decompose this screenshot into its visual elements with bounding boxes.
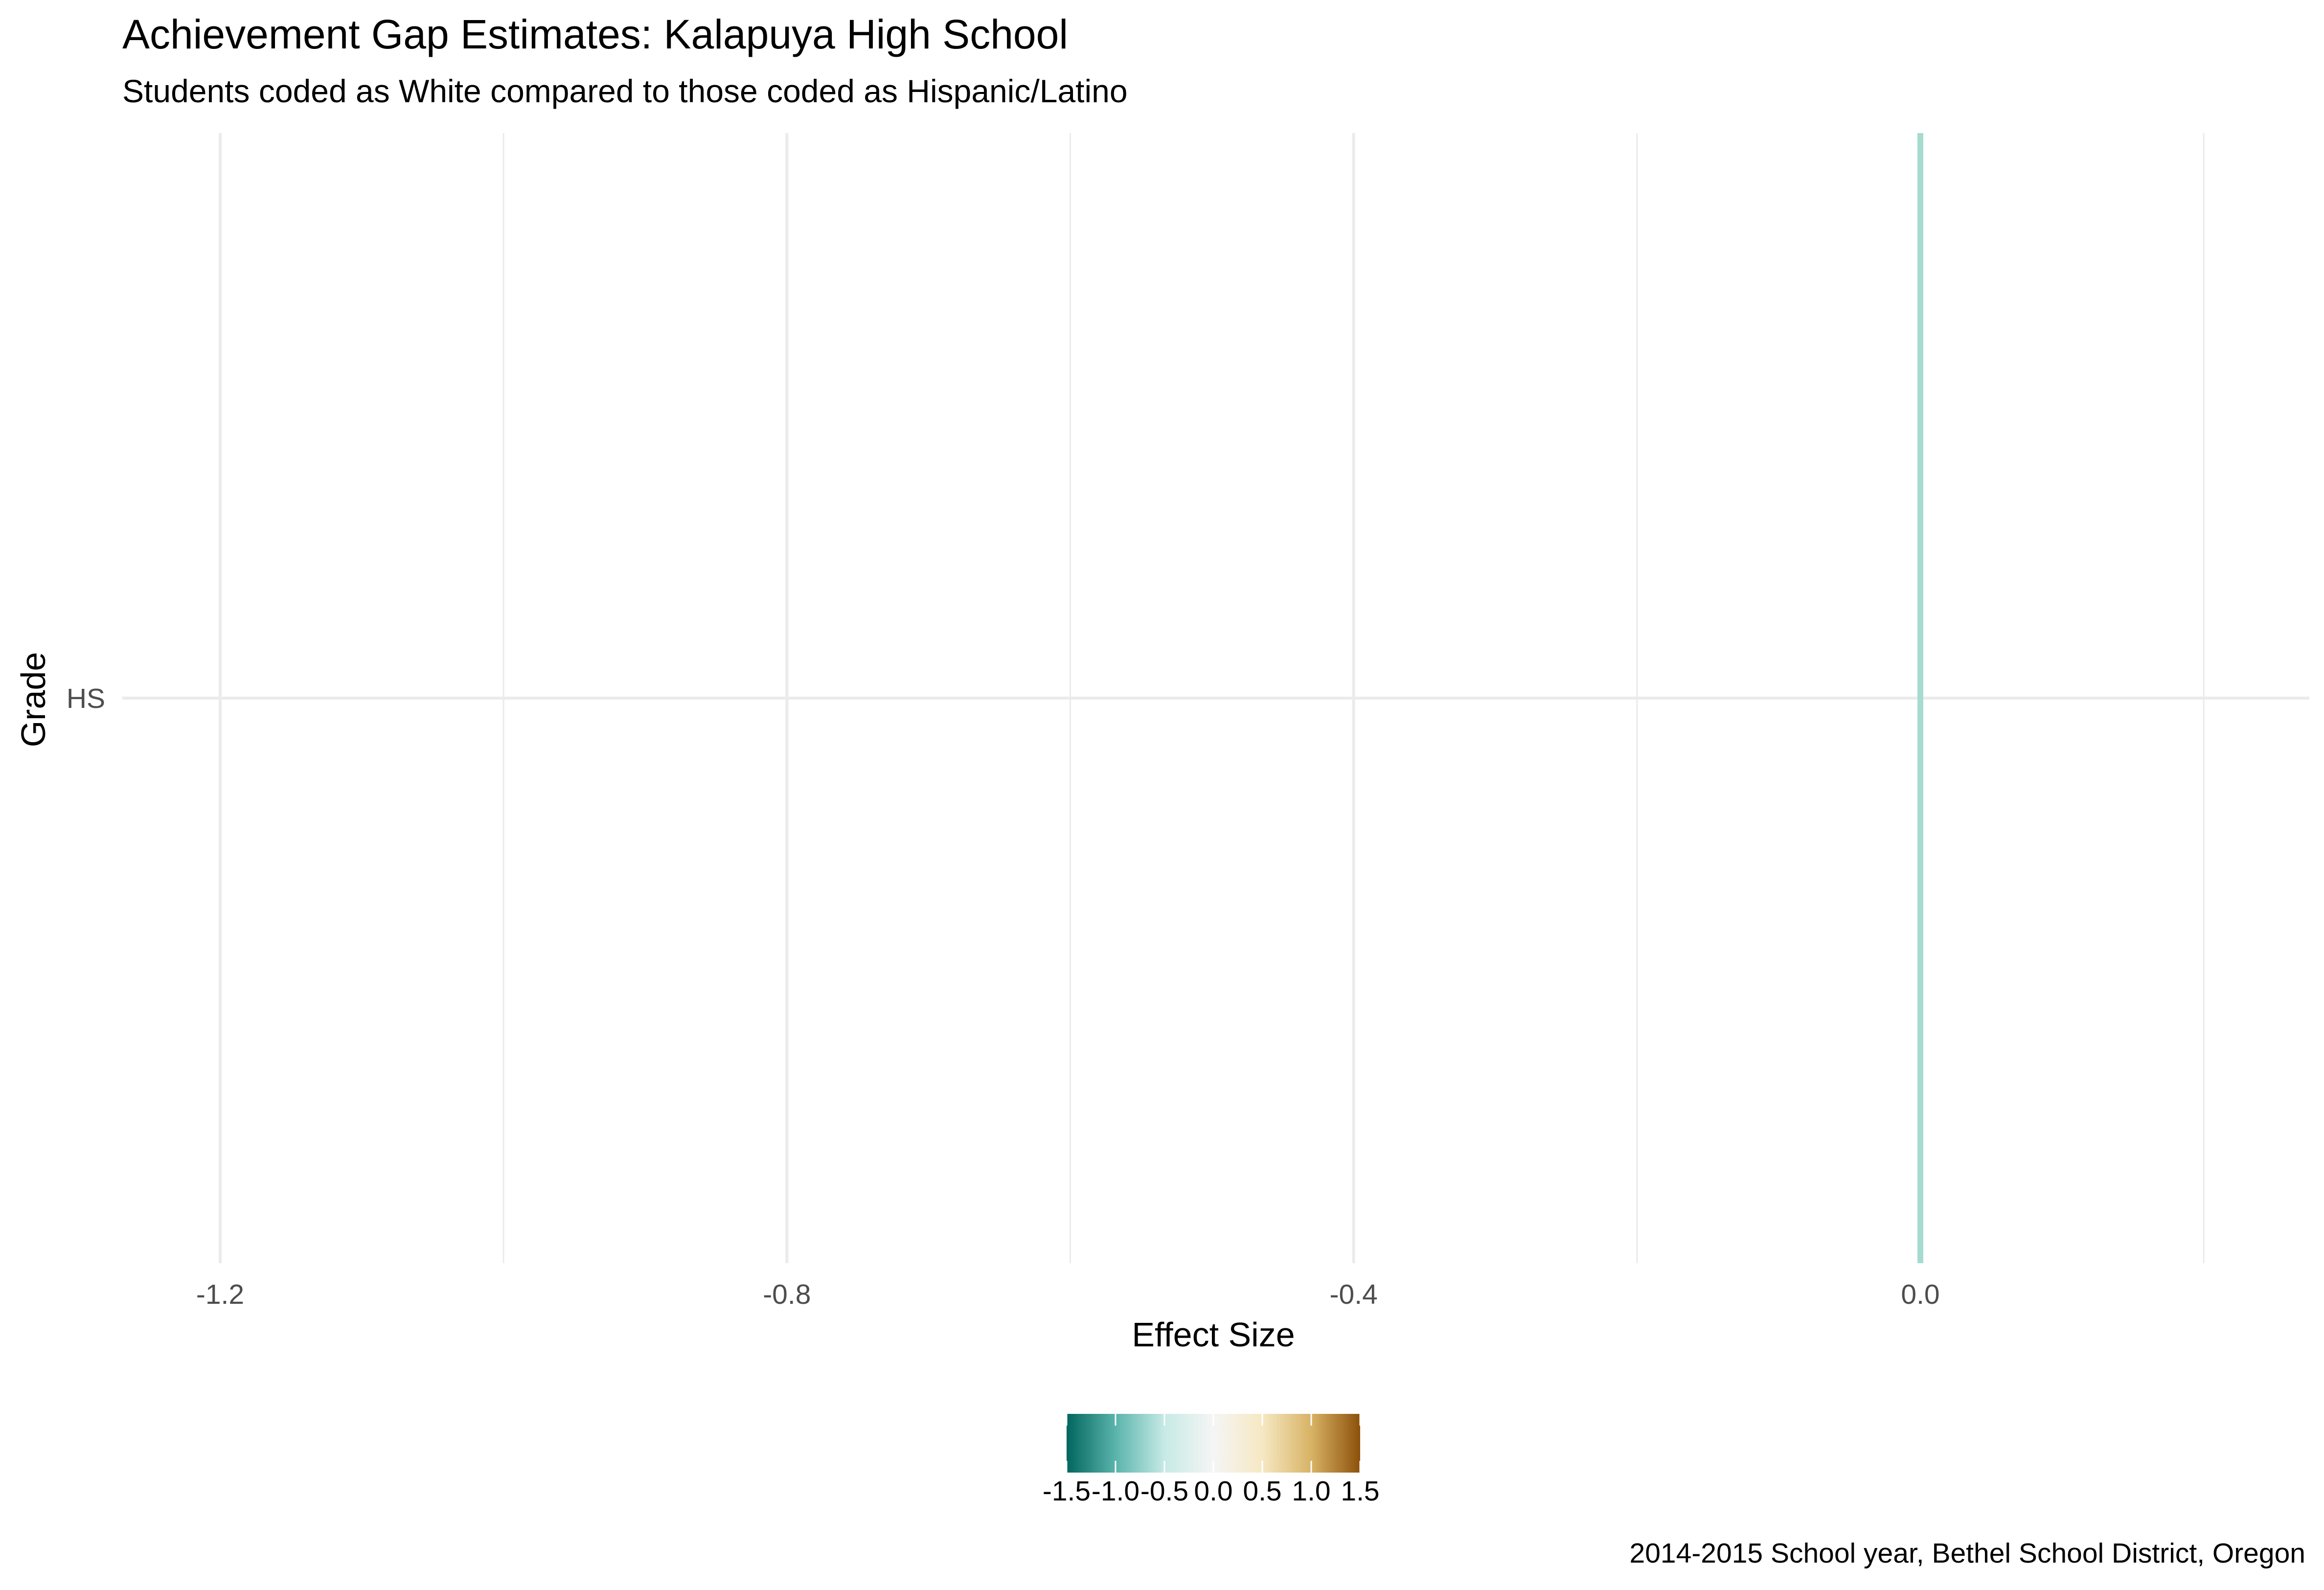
chart-caption: 2014-2015 School year, Bethel School Dis… (1629, 1538, 2305, 1569)
legend-label: 0.5 (1243, 1476, 1281, 1507)
y-axis-ticks: HS (67, 683, 105, 714)
color-legend: -1.5 -1.0 -0.5 0.0 0.5 1.0 1.5 (1043, 1414, 1380, 1507)
legend-label: 1.0 (1292, 1476, 1330, 1507)
x-tick-label: 0.0 (1901, 1279, 1939, 1310)
x-axis-title: Effect Size (1132, 1316, 1295, 1354)
x-tick-label: -0.4 (1330, 1279, 1378, 1310)
legend-label: -0.5 (1140, 1476, 1188, 1507)
x-tick-label: -0.8 (763, 1279, 811, 1310)
major-gridlines (122, 133, 2309, 1263)
y-axis-title: Grade (14, 652, 52, 748)
legend-label: -1.0 (1092, 1476, 1139, 1507)
bars-layer (1917, 133, 1923, 1263)
chart-title: Achievement Gap Estimates: Kalapuya High… (122, 11, 1069, 57)
legend-label: 0.0 (1194, 1476, 1232, 1507)
y-tick-label: HS (67, 683, 105, 714)
legend-ticks (1066, 1414, 1361, 1473)
legend-labels: -1.5 -1.0 -0.5 0.0 0.5 1.0 1.5 (1043, 1476, 1380, 1507)
x-tick-label: -1.2 (196, 1279, 244, 1310)
bar-HS (1917, 133, 1923, 1263)
x-axis-ticks: -1.2 -0.8 -0.4 0.0 (196, 1279, 1940, 1310)
legend-label: 1.5 (1341, 1476, 1379, 1507)
legend-label: -1.5 (1043, 1476, 1091, 1507)
chart-subtitle: Students coded as White compared to thos… (122, 73, 1128, 109)
